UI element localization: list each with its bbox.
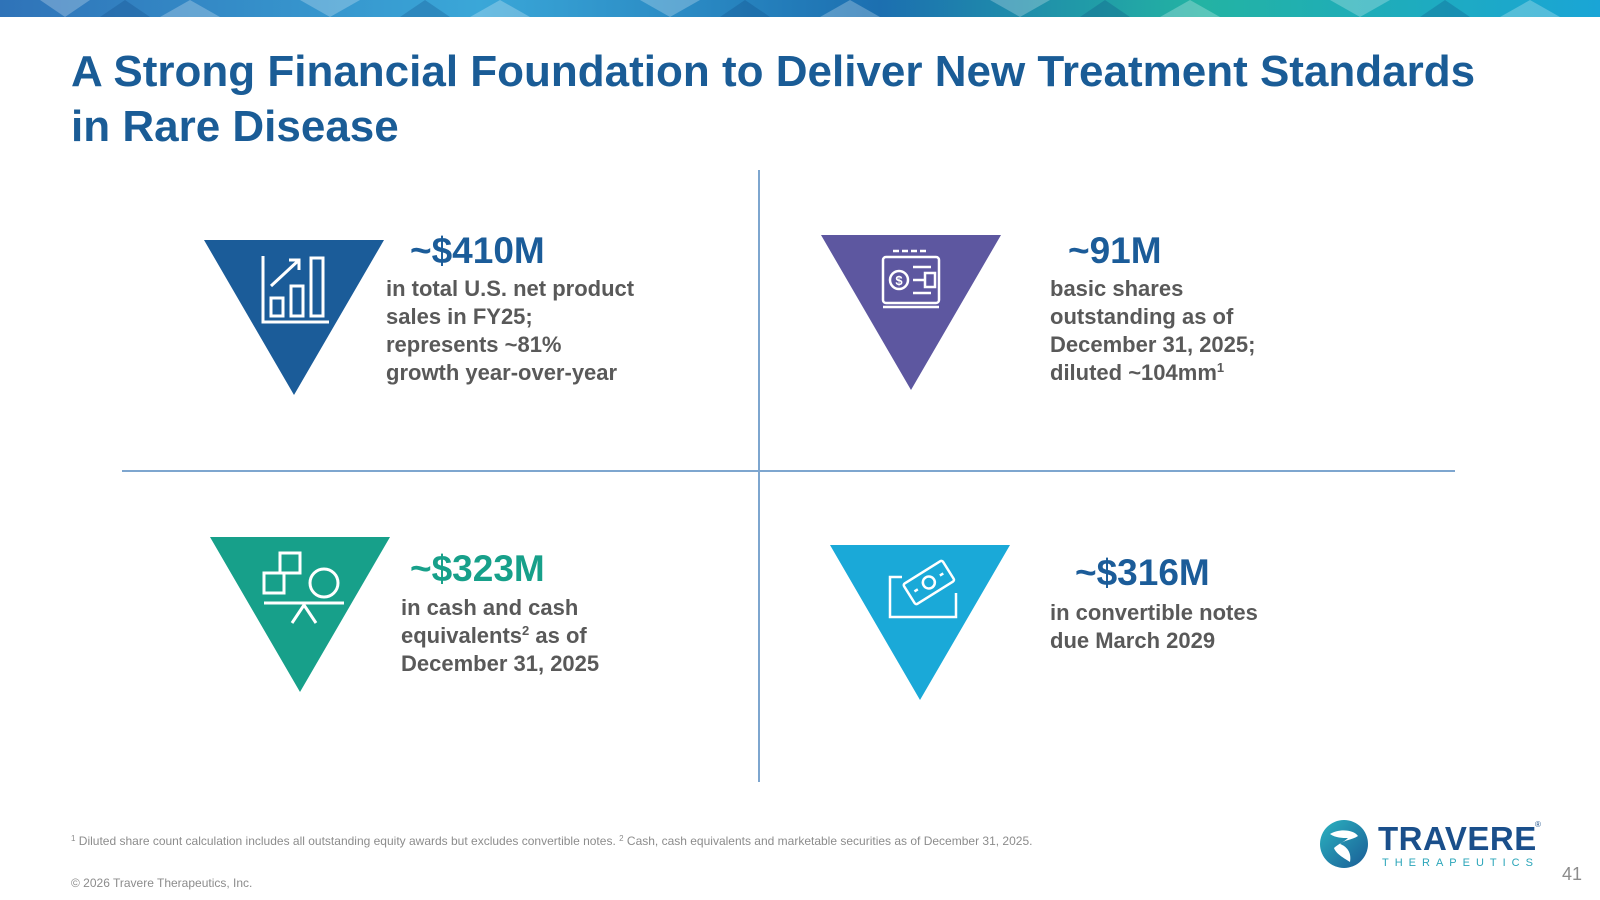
- metric-2-triangle: $: [821, 235, 1001, 390]
- metric-4-line: due March 2029: [1050, 628, 1216, 653]
- metric-3-line-2-rest: as of: [529, 623, 587, 648]
- metric-2-line-last: diluted ~104mm1: [1050, 359, 1255, 387]
- metric-2-description: basic shares outstanding as of December …: [1050, 275, 1255, 387]
- title-line-1: A Strong Financial Foundation to Deliver…: [71, 47, 1476, 96]
- logo-subtitle: THERAPEUTICS: [1382, 857, 1539, 869]
- footnote-sup-1: 1: [71, 834, 76, 843]
- vertical-divider: [758, 170, 760, 782]
- metric-2-value: ~91M: [1068, 230, 1162, 271]
- growth-chart-icon: [261, 256, 329, 324]
- balance-shapes-icon: [262, 551, 344, 624]
- footnote: 1 Diluted share count calculation includ…: [71, 834, 1032, 848]
- metric-4-triangle: [830, 545, 1010, 700]
- metric-2-last-text: diluted ~104mm: [1050, 360, 1217, 385]
- title-line-2: in Rare Disease: [71, 102, 399, 151]
- travere-logo: TRAVERE ® THERAPEUTICS: [1318, 816, 1548, 872]
- metric-3-line: in cash and cash: [401, 595, 579, 620]
- metric-4-value: ~$316M: [1075, 552, 1210, 593]
- svg-text:$: $: [895, 273, 903, 288]
- metric-1-line: represents ~81%: [386, 332, 562, 357]
- horizontal-divider: [122, 470, 1455, 472]
- metric-1-description: in total U.S. net product sales in FY25;…: [386, 275, 634, 387]
- metric-3-line: equivalents2 as of: [401, 622, 599, 650]
- footnote-text-1: Diluted share count calculation includes…: [75, 834, 620, 848]
- footnote-sup-2: 2: [619, 834, 624, 843]
- metric-4-description: in convertible notes due March 2029: [1050, 599, 1258, 655]
- metric-1-line: in total U.S. net product: [386, 276, 635, 301]
- page-number: 41: [1562, 864, 1583, 884]
- travere-logo-mark-icon: [1320, 820, 1368, 868]
- metric-1-line: growth year-over-year: [386, 360, 618, 385]
- money-notes-icon: [888, 559, 958, 619]
- footnote-ref-2: 2: [522, 623, 530, 638]
- metric-2-line: December 31, 2025;: [1050, 332, 1256, 357]
- footnote-ref-1: 1: [1216, 360, 1225, 375]
- stock-certificate-icon: $: [881, 249, 941, 309]
- decorative-banner: [0, 0, 1600, 17]
- metric-3-triangle: [210, 537, 390, 692]
- footnote-text-2: Cash, cash equivalents and marketable se…: [623, 834, 1033, 848]
- metric-1-line: sales in FY25;: [386, 304, 533, 329]
- metric-3-value: ~$323M: [410, 548, 545, 589]
- logo-registered: ®: [1535, 820, 1541, 829]
- logo-name: TRAVERE: [1378, 820, 1537, 857]
- metric-3-line: December 31, 2025: [401, 651, 600, 676]
- metric-3-description: in cash and cash equivalents2 as of Dece…: [401, 594, 599, 678]
- metric-2-line: outstanding as of: [1050, 304, 1234, 329]
- metric-2-line: basic shares: [1050, 276, 1184, 301]
- metric-1-triangle: [204, 240, 384, 395]
- metric-4-line: in convertible notes: [1050, 600, 1258, 625]
- metric-3-line-2-main: equivalents: [401, 623, 523, 648]
- copyright: © 2026 Travere Therapeutics, Inc.: [71, 876, 253, 890]
- metric-1-value: ~$410M: [410, 230, 545, 271]
- page-title: A Strong Financial Foundation to Deliver…: [71, 44, 1571, 154]
